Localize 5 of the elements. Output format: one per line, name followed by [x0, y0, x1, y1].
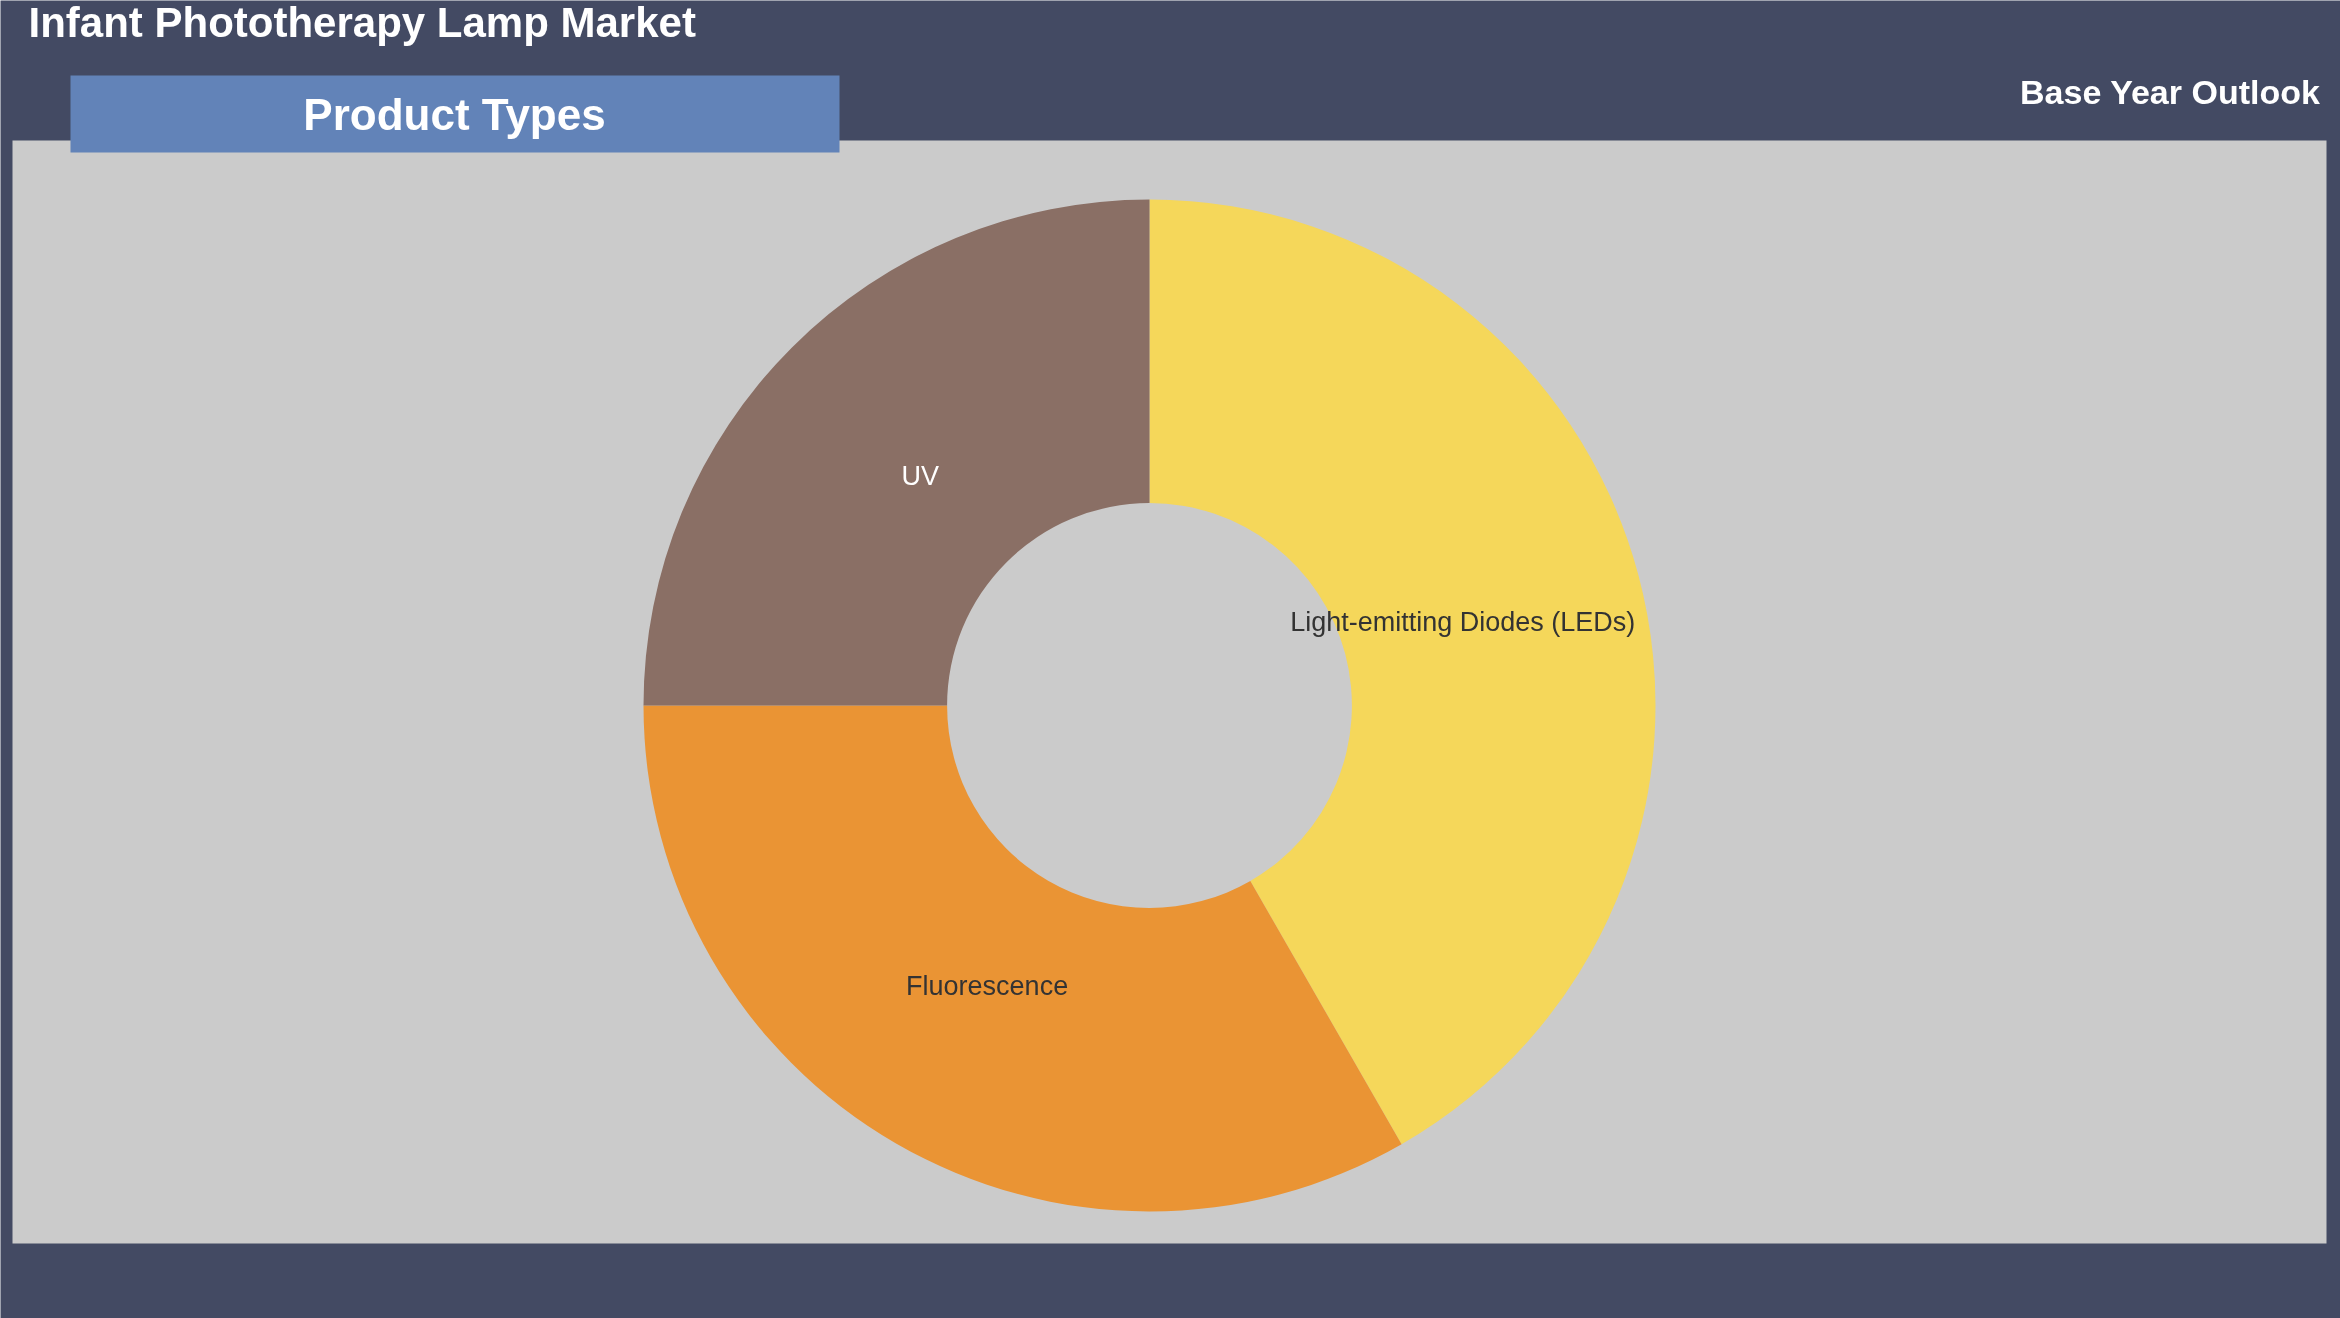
slice-label: UV [901, 461, 940, 492]
slice-label: Fluorescence [906, 971, 1069, 1002]
text: Base Year Outlook [2020, 72, 2320, 111]
chart-subtitle: Product Types [303, 90, 606, 139]
chart-title: Infant Phototherapy Lamp Market [28, 0, 696, 46]
